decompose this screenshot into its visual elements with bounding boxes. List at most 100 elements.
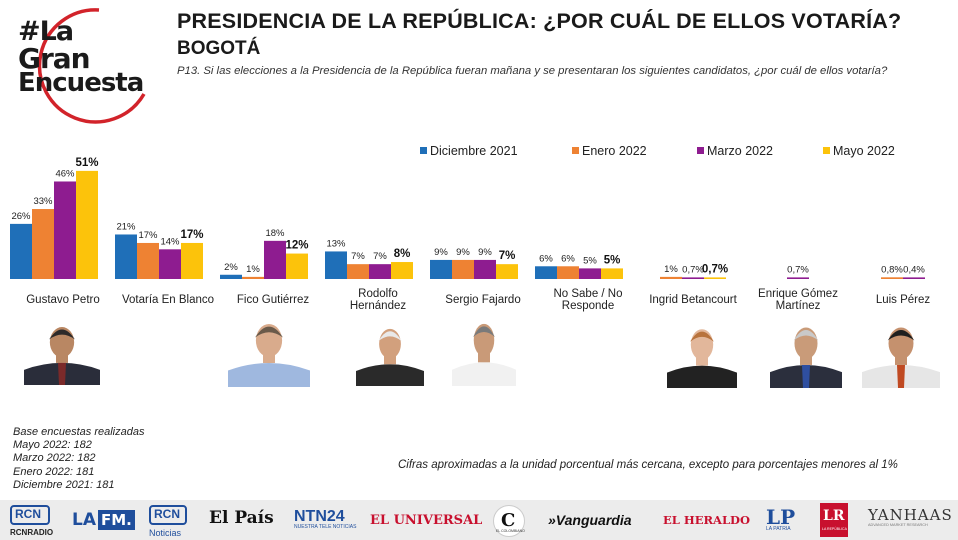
el-pais-logo: El País bbox=[209, 508, 274, 528]
sample-base-line: Marzo 2022: 182 bbox=[13, 452, 96, 465]
data-label: 1% bbox=[664, 264, 678, 275]
la-republica-mark: LR bbox=[823, 508, 845, 524]
legend-label: Diciembre 2021 bbox=[430, 144, 518, 158]
bar bbox=[76, 170, 98, 279]
category-label: Luis Pérez bbox=[876, 294, 931, 306]
category-label: Gustavo Petro bbox=[26, 294, 100, 306]
data-label: 0,7% bbox=[682, 264, 704, 275]
bar bbox=[903, 277, 925, 279]
data-label: 9% bbox=[434, 247, 448, 258]
bar bbox=[682, 277, 704, 279]
survey-question: P13. Si las elecciones a la Presidencia … bbox=[177, 65, 888, 77]
category-label: Votaría En Blanco bbox=[122, 294, 214, 306]
logo-text-line2: Gran bbox=[18, 42, 91, 75]
la-patria-mark: LP bbox=[766, 505, 796, 529]
category-label: Responde bbox=[562, 300, 614, 312]
gustavo-petro-photo bbox=[24, 316, 100, 385]
legend-swatch bbox=[697, 147, 704, 154]
data-label: 33% bbox=[33, 196, 53, 207]
el-heraldo-logo: EL HERALDO bbox=[663, 513, 751, 527]
fico-gutierrez-photo bbox=[228, 312, 310, 387]
data-label: 6% bbox=[561, 253, 575, 264]
bar bbox=[660, 276, 682, 279]
bar bbox=[579, 268, 601, 279]
bar bbox=[181, 242, 203, 279]
category-label: Ingrid Betancourt bbox=[649, 294, 737, 306]
page-title: PRESIDENCIA DE LA REPÚBLICA: ¿POR CUÁL D… bbox=[177, 9, 902, 33]
vanguardia-logo: »Vanguardia bbox=[548, 512, 632, 528]
data-label: 13% bbox=[326, 238, 346, 249]
data-label: 2% bbox=[224, 262, 238, 273]
logo-text-line1: #La bbox=[18, 16, 74, 47]
data-label: 0,7% bbox=[787, 264, 809, 275]
rcn-radio-mark: RCN bbox=[15, 507, 41, 521]
category-label: Martínez bbox=[776, 300, 821, 312]
bar bbox=[347, 264, 369, 279]
ntn24-tagline: NUESTRA TELE NOTICIAS bbox=[294, 524, 357, 530]
bar bbox=[159, 249, 181, 279]
category-label: No Sabe / No bbox=[553, 288, 622, 300]
sample-base-line: Diciembre 2021: 181 bbox=[13, 478, 115, 491]
legend-label: Marzo 2022 bbox=[707, 144, 773, 158]
la-gran-encuesta-logo: #La Gran Encuesta bbox=[4, 4, 164, 124]
data-label: 7% bbox=[499, 250, 516, 262]
data-label: 51% bbox=[75, 157, 98, 169]
bar bbox=[452, 259, 474, 279]
data-label: 5% bbox=[604, 254, 621, 266]
la-fm-la: LA bbox=[72, 510, 96, 530]
noticias-rcn-logo: RCN Noticias bbox=[147, 505, 195, 539]
data-label: 9% bbox=[478, 247, 492, 258]
bar bbox=[704, 277, 726, 279]
bar bbox=[286, 253, 308, 279]
legend-swatch bbox=[823, 147, 830, 154]
ntn24-logo: NTN24 NUESTRA TELE NOTICIAS bbox=[294, 509, 356, 530]
rounding-note: Cifras aproximadas a la unidad porcentua… bbox=[398, 459, 898, 471]
legend-swatch bbox=[420, 147, 427, 154]
data-label: 17% bbox=[138, 230, 158, 241]
data-label: 8% bbox=[394, 248, 411, 260]
logo-ring bbox=[37, 8, 146, 124]
logo-text-line3: Encuesta bbox=[18, 68, 144, 98]
bar bbox=[264, 240, 286, 279]
data-label: 0,4% bbox=[903, 264, 925, 275]
rodolfo-hernandez-photo bbox=[356, 318, 424, 386]
data-label: 1% bbox=[246, 264, 260, 275]
data-label: 17% bbox=[180, 229, 203, 241]
bar bbox=[242, 276, 264, 279]
data-label: 18% bbox=[265, 228, 285, 239]
data-label: 6% bbox=[539, 253, 553, 264]
yanhaas-logo: YANHAAS ADVANCED MARKET RESEARCH bbox=[868, 508, 953, 528]
data-label: 12% bbox=[285, 240, 308, 252]
data-label: 7% bbox=[351, 251, 365, 262]
noticias-rcn-mark: RCN bbox=[154, 507, 180, 521]
bar bbox=[325, 251, 347, 279]
bar bbox=[220, 274, 242, 279]
el-universal-logo: EL UNIVERSAL bbox=[370, 513, 483, 528]
bar bbox=[391, 262, 413, 279]
bar-chart: Diciembre 2021 Enero 2022 Marzo 2022 Mayo 2… bbox=[10, 144, 931, 312]
sample-base-line: Mayo 2022: 182 bbox=[13, 439, 92, 452]
data-label: 0,8% bbox=[881, 264, 903, 275]
data-label: 26% bbox=[11, 211, 31, 222]
category-label: Rodolfo bbox=[358, 288, 398, 300]
la-republica-logo: LR LA REPÚBLICA bbox=[820, 503, 848, 537]
bar bbox=[535, 266, 557, 279]
legend-label: Mayo 2022 bbox=[833, 144, 895, 158]
bar bbox=[474, 259, 496, 279]
bar bbox=[369, 264, 391, 279]
bar bbox=[54, 181, 76, 279]
data-label: 7% bbox=[373, 251, 387, 262]
category-label: Hernández bbox=[350, 300, 407, 312]
data-label: 5% bbox=[583, 255, 597, 266]
el-colombiano-text: EL COLOMBIANO bbox=[496, 529, 525, 533]
category-label: Enrique Gómez bbox=[758, 288, 838, 300]
la-fm-logo: LA FM. bbox=[72, 510, 135, 530]
data-label: 9% bbox=[456, 247, 470, 258]
data-label: 14% bbox=[160, 236, 180, 247]
bar bbox=[787, 277, 809, 279]
la-fm-fm: FM. bbox=[98, 510, 135, 530]
legend-label: Enero 2022 bbox=[582, 144, 647, 158]
la-patria-logo: LP LA PATRIA bbox=[766, 507, 795, 532]
bar bbox=[32, 209, 54, 279]
sergio-fajardo-photo bbox=[452, 312, 516, 386]
